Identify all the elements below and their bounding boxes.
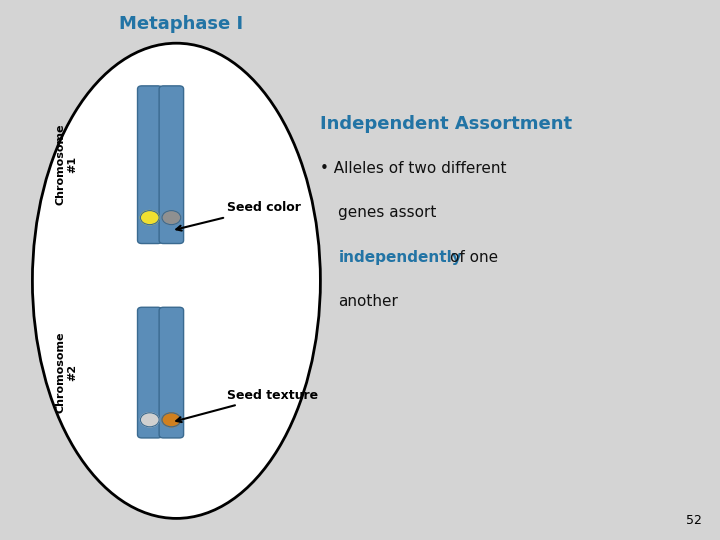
Circle shape: [140, 211, 159, 225]
Text: • Alleles of two different: • Alleles of two different: [320, 161, 507, 176]
Circle shape: [162, 413, 181, 427]
Circle shape: [140, 413, 159, 427]
Ellipse shape: [32, 43, 320, 518]
Text: 52: 52: [686, 514, 702, 526]
FancyBboxPatch shape: [159, 86, 184, 244]
Circle shape: [162, 211, 181, 225]
FancyBboxPatch shape: [138, 307, 162, 438]
Text: Seed texture: Seed texture: [176, 389, 318, 422]
Text: independently: independently: [338, 249, 462, 265]
Text: Chromosome
#1: Chromosome #1: [55, 124, 77, 205]
Text: another: another: [338, 294, 398, 309]
FancyBboxPatch shape: [159, 307, 184, 438]
Text: Metaphase I: Metaphase I: [119, 15, 243, 33]
Text: Independent Assortment: Independent Assortment: [320, 115, 572, 133]
Text: Chromosome
#2: Chromosome #2: [55, 332, 77, 413]
FancyBboxPatch shape: [138, 86, 162, 244]
Text: Seed color: Seed color: [176, 201, 301, 231]
Text: of one: of one: [450, 249, 498, 265]
Text: genes assort: genes assort: [338, 205, 437, 220]
